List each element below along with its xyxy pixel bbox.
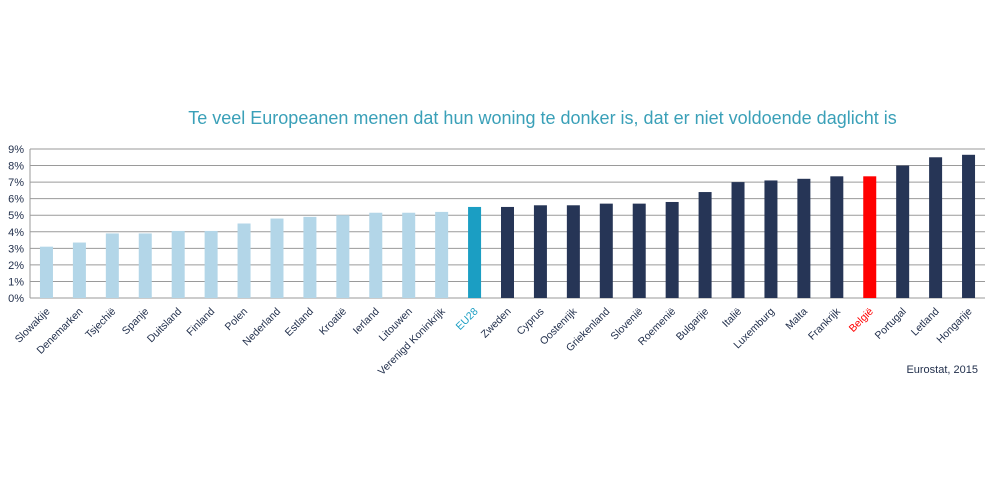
y-tick-label: 6% — [8, 194, 24, 206]
bar-slovenië — [632, 203, 646, 298]
y-tick-label: 9% — [8, 144, 24, 156]
bar-roemenië — [665, 201, 679, 298]
bar-cyprus — [533, 205, 547, 298]
x-tick-label: Kroatië — [317, 306, 349, 338]
bar-griekenland — [599, 203, 613, 298]
bar-litouwen — [402, 212, 416, 298]
bar-duitsland — [171, 230, 185, 298]
bar-portugal — [896, 165, 910, 298]
bar-spanje — [138, 233, 152, 298]
x-tick-label: Finland — [184, 306, 217, 339]
bar-eu28 — [468, 206, 482, 298]
x-tick-label: België — [847, 306, 876, 335]
y-tick-label: 2% — [8, 260, 24, 272]
y-tick-label: 3% — [8, 243, 24, 255]
bar-luxemburg — [764, 180, 778, 298]
y-tick-label: 7% — [8, 177, 24, 189]
bar-zweden — [501, 206, 514, 298]
y-tick-label: 5% — [8, 210, 24, 222]
x-tick-label: Estland — [283, 306, 316, 339]
source-note: Eurostat, 2015 — [906, 364, 978, 376]
x-tick-label: Hongarije — [934, 306, 974, 346]
bar-kroatië — [336, 215, 350, 298]
bar-finland — [204, 230, 218, 298]
x-tick-label: Cyprus — [515, 306, 547, 338]
x-tick-label: Portugal — [873, 306, 909, 342]
bar-verenigd-koninkrijk — [435, 211, 449, 298]
y-tick-label: 0% — [8, 293, 24, 305]
x-tick-label: Frankrijk — [806, 305, 843, 342]
bar-malta — [797, 178, 811, 298]
bar-hongarije — [962, 154, 976, 298]
x-tick-label: Bulgarije — [674, 306, 711, 343]
x-tick-label: Malta — [783, 306, 810, 333]
x-tick-label: Ierland — [351, 306, 382, 337]
bar-nederland — [270, 218, 284, 298]
x-tick-label: Duitsland — [145, 306, 185, 346]
chart-title: Te veel Europeanen menen dat hun woning … — [188, 108, 897, 128]
bar-denemarken — [72, 242, 86, 298]
bar-polen — [237, 223, 251, 298]
x-tick-label: Italië — [720, 306, 744, 330]
x-tick-label: Zweden — [479, 306, 514, 341]
y-tick-label: 4% — [8, 227, 24, 239]
bar-oostenrijk — [566, 205, 580, 298]
x-tick-label: Spanje — [120, 306, 152, 338]
x-tick-label: Polen — [223, 306, 251, 334]
bar-estland — [303, 216, 317, 298]
bar-letland — [929, 157, 943, 298]
bar-slowakije — [39, 246, 53, 298]
bar-frankrijk — [830, 176, 844, 298]
bar-ierland — [369, 212, 383, 298]
y-tick-label: 8% — [8, 161, 24, 173]
bar-bulgarije — [698, 192, 712, 298]
x-tick-label: EU28 — [454, 306, 481, 333]
x-tick-label: Tsjechië — [83, 306, 118, 341]
y-tick-label: 1% — [8, 276, 24, 288]
bar-tsjechië — [105, 233, 119, 298]
bar-belgië — [863, 176, 877, 298]
bar-italië — [731, 182, 745, 298]
